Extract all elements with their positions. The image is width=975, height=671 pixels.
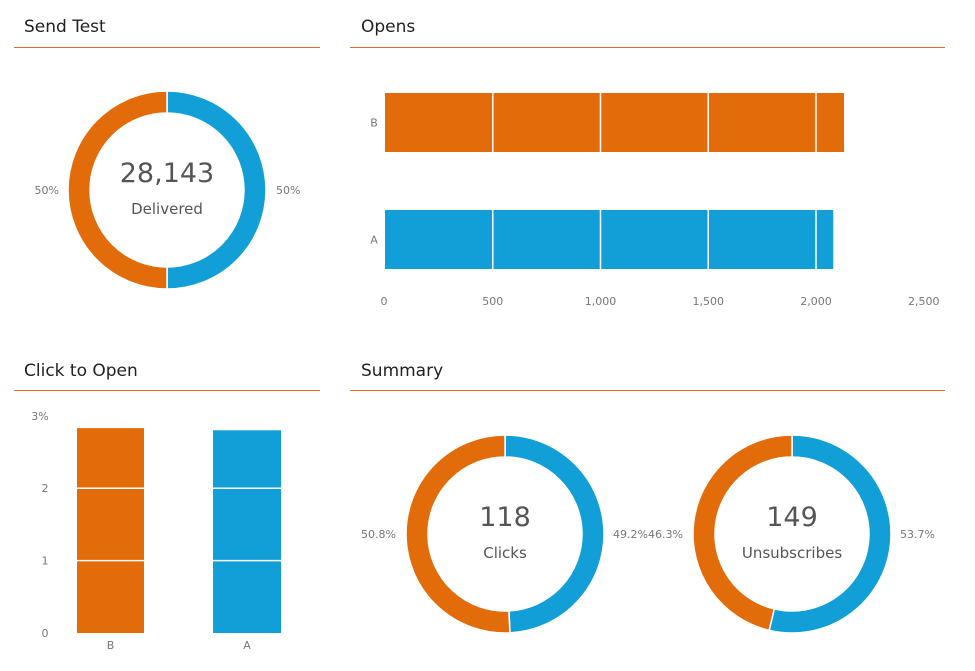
opens-tick-label: 1,500 xyxy=(693,295,725,308)
summary-title: Summary xyxy=(361,361,444,381)
send-test-slice-b xyxy=(67,90,168,290)
click-to-open-tick-label: 3% xyxy=(31,410,48,423)
opens-tick-label: 500 xyxy=(482,295,503,308)
unsubscribes-label-b: 46.3% xyxy=(648,528,683,541)
send-test-slice-a xyxy=(166,90,267,290)
send-test-label-a: 50% xyxy=(276,184,300,197)
click-to-open-tick-label: 2 xyxy=(42,482,49,495)
click-to-open-divider xyxy=(14,390,320,391)
click-to-open-category-label: B xyxy=(107,639,115,652)
click-to-open-category-label: A xyxy=(243,639,251,652)
opens-divider xyxy=(350,47,945,48)
send-test-title: Send Test xyxy=(24,17,106,37)
click-to-open-bar-a xyxy=(213,430,281,633)
send-test-center-value: 28,143 xyxy=(120,158,214,189)
unsubscribes-center-label: Unsubscribes xyxy=(742,544,842,562)
clicks-slice-b xyxy=(405,434,511,634)
opens-bar-b xyxy=(385,93,845,152)
send-test-center-label: Delivered xyxy=(131,200,203,218)
send-test-label-b: 50% xyxy=(35,184,59,197)
click-to-open-bar-b xyxy=(77,428,144,633)
opens-title: Opens xyxy=(361,17,416,37)
opens-tick-label: 0 xyxy=(381,295,388,308)
opens-tick-label: 2,000 xyxy=(800,295,832,308)
clicks-label-a: 49.2% xyxy=(613,528,648,541)
click-to-open-title: Click to Open xyxy=(24,361,138,381)
unsubscribes-label-a: 53.7% xyxy=(900,528,935,541)
clicks-slice-a xyxy=(504,434,605,634)
opens-tick-label: 1,000 xyxy=(585,295,617,308)
summary-divider xyxy=(350,390,945,391)
click-to-open-tick-label: 0 xyxy=(42,627,49,640)
opens-category-label: A xyxy=(370,234,378,247)
unsubscribes-slice-a xyxy=(768,434,892,634)
opens-category-label: B xyxy=(370,117,378,130)
clicks-label-b: 50.8% xyxy=(361,528,396,541)
unsubscribes-center-value: 149 xyxy=(766,502,818,533)
unsubscribes-slice-b xyxy=(692,434,793,632)
opens-bar-a xyxy=(385,210,834,269)
send-test-divider xyxy=(14,47,320,48)
click-to-open-tick-label: 1 xyxy=(42,555,49,568)
opens-tick-label: 2,500 xyxy=(908,295,940,308)
clicks-center-value: 118 xyxy=(479,502,531,533)
clicks-center-label: Clicks xyxy=(483,544,527,562)
